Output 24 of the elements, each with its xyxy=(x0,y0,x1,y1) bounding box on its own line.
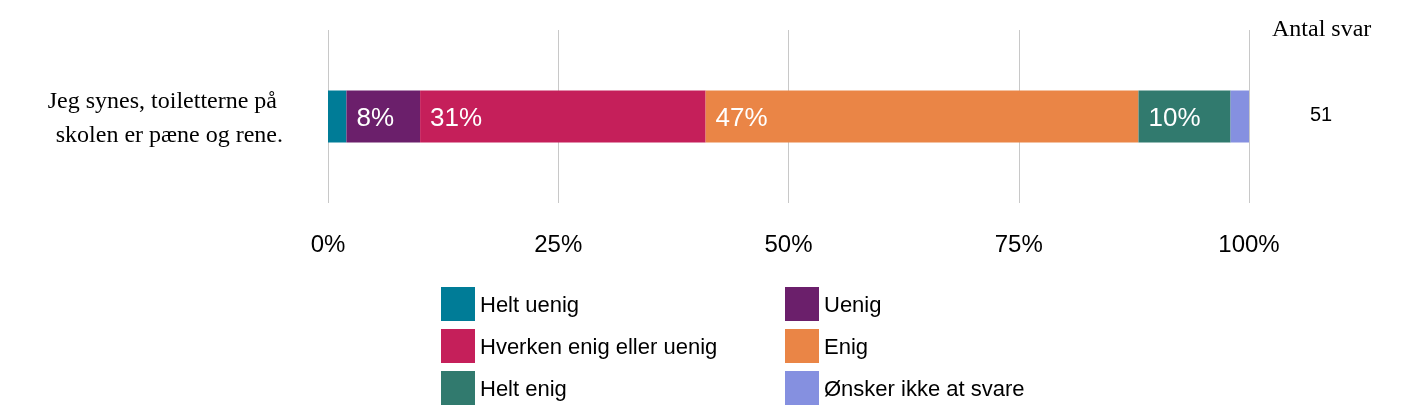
legend-label: Helt enig xyxy=(480,375,567,401)
legend-label: Ønsker ikke at svare xyxy=(824,375,1025,401)
legend-label: Uenig xyxy=(824,291,882,317)
y-tick-label: Jeg synes, toiletterne på skolen er pæne og rene. xyxy=(47,86,283,147)
bar xyxy=(420,90,706,143)
text: Antal svar xyxy=(1272,15,1372,41)
x-tick-label: 75% xyxy=(994,229,1043,257)
x-tick-label: 100% xyxy=(1218,229,1280,257)
x-tick-label: 25% xyxy=(534,229,583,257)
data-label: 47% xyxy=(715,101,768,132)
bar xyxy=(705,90,1139,143)
legend-label: Enig xyxy=(824,333,869,359)
data-label: 31% xyxy=(430,101,483,132)
x-tick-label: 0% xyxy=(310,229,346,257)
bar xyxy=(346,90,421,143)
x-tick-label: 50% xyxy=(764,229,813,257)
bar xyxy=(1138,90,1231,143)
legend-label: Helt uenig xyxy=(480,291,580,317)
legend-label: Hverken enig eller uenig xyxy=(480,333,718,359)
bar xyxy=(1230,90,1249,143)
text: 51 xyxy=(1310,103,1333,125)
data-label: 8% xyxy=(356,101,394,132)
data-label: 10% xyxy=(1148,101,1201,132)
bar xyxy=(328,90,347,143)
